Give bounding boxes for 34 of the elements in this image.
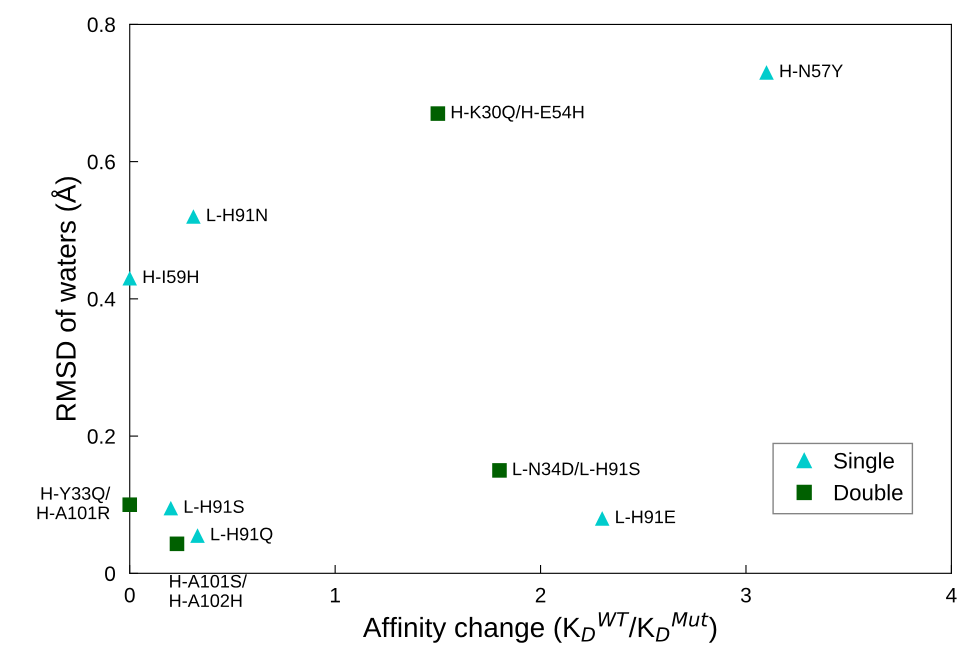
point [594, 511, 610, 526]
annotation: L-H91E [616, 510, 676, 524]
point [122, 270, 138, 286]
point [122, 497, 138, 512]
x-tick-label: 3 [740, 588, 751, 603]
annotation: L-H91S [184, 500, 244, 513]
point [492, 463, 507, 478]
y-tick-label: 0.2 [88, 429, 115, 444]
annotation: H-N57Y [780, 64, 843, 78]
annotation: H-A101S/ H-A102H [170, 574, 247, 608]
y-tick-label: 0.4 [88, 292, 116, 307]
x-axis-title: Affinity change (K$_{D}$$^{WT}$/K$_{D}$$^{Mut}$) [362, 612, 716, 643]
annotation: L-H91N [207, 208, 267, 222]
point [430, 106, 446, 121]
point [164, 500, 178, 516]
x-tick-label: 2 [536, 588, 546, 602]
y-tick-label: 0.8 [88, 17, 115, 32]
point [170, 536, 184, 552]
annotation: L-H91Q [212, 528, 272, 544]
y-axis-title: RMSD of waters (Å) [51, 177, 82, 420]
annotation: H-I59H [144, 270, 198, 284]
annotation: L-N34D/L-H91S [513, 462, 640, 476]
x-tick-label: 1 [330, 588, 340, 602]
point [190, 528, 205, 543]
point [186, 209, 201, 224]
annotation: H-K30Q/H-E54H [452, 105, 584, 122]
x-tick-label: 0 [124, 588, 135, 603]
y-tick-label: 0.6 [88, 154, 115, 170]
point [759, 65, 774, 80]
legend-label: Single [834, 452, 894, 474]
annotation: H-Y33Q/ H-A101R [38, 486, 110, 520]
y-tick-label: 0 [105, 566, 116, 582]
legend-label: Double [834, 484, 903, 500]
x-tick-label: 4 [946, 588, 957, 602]
